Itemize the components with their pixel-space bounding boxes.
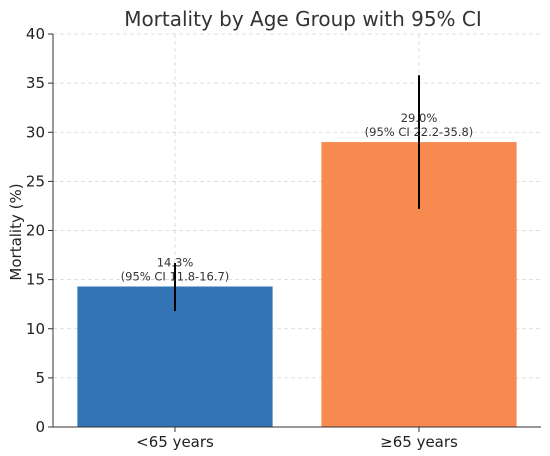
data-label: 14.3%	[157, 256, 194, 270]
x-tick-label: <65 years	[136, 433, 214, 451]
y-tick-label: 20	[26, 222, 45, 240]
y-tick-label: 5	[35, 369, 45, 387]
data-label: 29.0%	[401, 111, 438, 125]
y-tick-label: 40	[26, 25, 45, 43]
y-tick-label: 10	[26, 320, 45, 338]
axes: 0 5 10 15 20 25 30 35 40 <65 years ≥65 years	[26, 25, 541, 451]
y-tick-label: 15	[26, 271, 45, 289]
y-tick-label: 0	[35, 418, 45, 436]
x-tick-label: ≥65 years	[380, 433, 458, 451]
y-tick-label: 30	[26, 123, 45, 141]
y-tick-label: 25	[26, 172, 45, 190]
y-tick-label: 35	[26, 74, 45, 92]
bars	[77, 75, 517, 427]
data-labels: 14.3%(95% CI 11.8-16.7) 29.0%(95% CI 22.2…	[121, 111, 474, 283]
data-label: (95% CI 11.8-16.7)	[121, 270, 230, 284]
chart-title: Mortality by Age Group with 95% CI	[124, 7, 482, 31]
y-axis-label: Mortality (%)	[7, 183, 25, 280]
data-label: (95% CI 22.2-35.8)	[365, 125, 474, 139]
